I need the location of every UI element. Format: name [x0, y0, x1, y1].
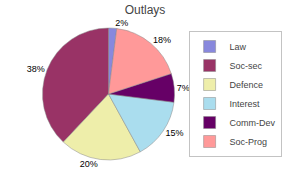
svg-text:Soc-Prog: Soc-Prog: [230, 137, 268, 147]
svg-text:20%: 20%: [80, 159, 98, 169]
svg-text:15%: 15%: [166, 128, 184, 138]
svg-text:Law: Law: [230, 42, 247, 52]
svg-text:7%: 7%: [177, 83, 190, 93]
svg-text:Interest: Interest: [230, 99, 261, 109]
svg-text:Outlays: Outlays: [125, 3, 166, 17]
svg-text:18%: 18%: [153, 35, 171, 45]
svg-text:2%: 2%: [115, 18, 128, 28]
svg-text:Soc-sec: Soc-sec: [230, 61, 263, 71]
svg-text:Defence: Defence: [230, 80, 264, 90]
svg-text:Comm-Dev: Comm-Dev: [230, 118, 276, 128]
svg-text:38%: 38%: [27, 64, 45, 74]
